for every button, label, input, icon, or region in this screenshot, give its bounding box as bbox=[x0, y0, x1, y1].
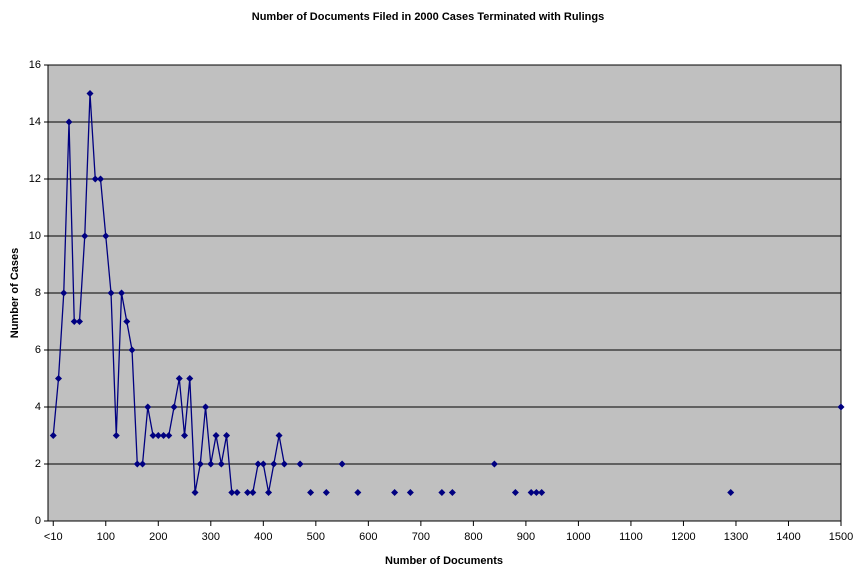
data-point bbox=[139, 460, 147, 468]
data-point bbox=[49, 432, 57, 439]
x-tick-label: <10 bbox=[44, 531, 63, 543]
data-point bbox=[165, 432, 173, 439]
data-point bbox=[307, 489, 315, 496]
data-point bbox=[160, 432, 168, 439]
y-tick-label: 14 bbox=[29, 116, 41, 128]
x-tick-label: 1500 bbox=[829, 531, 853, 543]
data-point bbox=[170, 403, 178, 411]
data-point bbox=[186, 375, 194, 382]
data-point bbox=[91, 175, 99, 183]
chart-title: Number of Documents Filed in 2000 Cases … bbox=[252, 11, 604, 23]
data-point bbox=[280, 460, 288, 468]
data-point bbox=[149, 432, 157, 439]
x-tick-label: 300 bbox=[202, 531, 220, 543]
data-point bbox=[727, 489, 735, 496]
data-point bbox=[123, 318, 131, 325]
y-tick-label: 16 bbox=[29, 59, 41, 71]
data-point bbox=[112, 432, 120, 439]
data-point bbox=[338, 460, 346, 468]
y-axis-label: Number of Cases bbox=[9, 248, 21, 338]
x-tick-label: 1400 bbox=[776, 531, 800, 543]
data-point bbox=[391, 489, 399, 496]
data-point bbox=[538, 489, 546, 496]
x-tick-label: 1300 bbox=[724, 531, 748, 543]
data-point bbox=[322, 489, 330, 496]
data-point bbox=[511, 489, 519, 496]
data-point bbox=[490, 460, 498, 468]
data-point bbox=[207, 460, 215, 468]
data-point bbox=[191, 489, 199, 496]
x-tick-label: 800 bbox=[464, 531, 482, 543]
data-point bbox=[175, 375, 183, 382]
data-point bbox=[406, 489, 414, 496]
data-point bbox=[118, 289, 126, 297]
data-point bbox=[837, 403, 845, 411]
x-tick-label: 1200 bbox=[671, 531, 695, 543]
data-point bbox=[128, 346, 136, 354]
y-tick-label: 6 bbox=[35, 344, 41, 356]
data-point bbox=[212, 432, 220, 439]
data-point bbox=[144, 403, 152, 411]
x-tick-label: 400 bbox=[254, 531, 272, 543]
data-point bbox=[275, 432, 283, 439]
x-tick-label: 100 bbox=[97, 531, 115, 543]
x-tick-label: 1000 bbox=[566, 531, 590, 543]
x-tick-label: 700 bbox=[412, 531, 430, 543]
y-tick-label: 12 bbox=[29, 173, 41, 185]
data-point bbox=[181, 432, 189, 439]
data-point bbox=[223, 432, 231, 439]
data-point bbox=[448, 489, 456, 496]
data-point bbox=[228, 489, 236, 496]
y-tick-label: 0 bbox=[35, 515, 41, 527]
data-point bbox=[60, 289, 68, 297]
data-point bbox=[254, 460, 262, 468]
y-tick-label: 8 bbox=[35, 287, 41, 299]
data-line bbox=[247, 435, 285, 494]
data-point bbox=[55, 375, 63, 382]
data-point bbox=[81, 232, 89, 240]
data-point bbox=[70, 318, 78, 325]
data-point bbox=[532, 489, 540, 496]
data-point bbox=[259, 460, 267, 468]
plot-border bbox=[47, 64, 842, 522]
x-axis-label: Number of Documents bbox=[385, 555, 503, 567]
data-point bbox=[107, 289, 115, 297]
y-tick-label: 10 bbox=[29, 230, 41, 242]
x-tick-label: 200 bbox=[149, 531, 167, 543]
data-point bbox=[438, 489, 446, 496]
x-tick-label: 600 bbox=[359, 531, 377, 543]
data-point bbox=[249, 489, 257, 496]
data-point bbox=[244, 489, 252, 496]
data-point bbox=[154, 432, 162, 439]
data-point bbox=[76, 318, 84, 325]
x-tick-label: 1100 bbox=[619, 531, 643, 543]
data-point bbox=[270, 460, 278, 468]
data-point bbox=[196, 460, 204, 468]
data-point bbox=[217, 460, 225, 468]
y-tick-label: 4 bbox=[35, 401, 41, 413]
data-point bbox=[527, 489, 535, 496]
data-line bbox=[52, 93, 238, 494]
data-point bbox=[102, 232, 110, 240]
data-point bbox=[97, 175, 105, 183]
x-tick-label: 500 bbox=[307, 531, 325, 543]
x-tick-label: 900 bbox=[517, 531, 535, 543]
data-point bbox=[65, 118, 73, 126]
data-point bbox=[296, 460, 304, 468]
data-point bbox=[354, 489, 362, 496]
y-tick-label: 2 bbox=[35, 458, 41, 470]
data-point bbox=[133, 460, 141, 468]
data-point bbox=[202, 403, 210, 411]
data-point bbox=[233, 489, 241, 496]
data-point bbox=[265, 489, 273, 496]
data-point bbox=[86, 90, 94, 97]
